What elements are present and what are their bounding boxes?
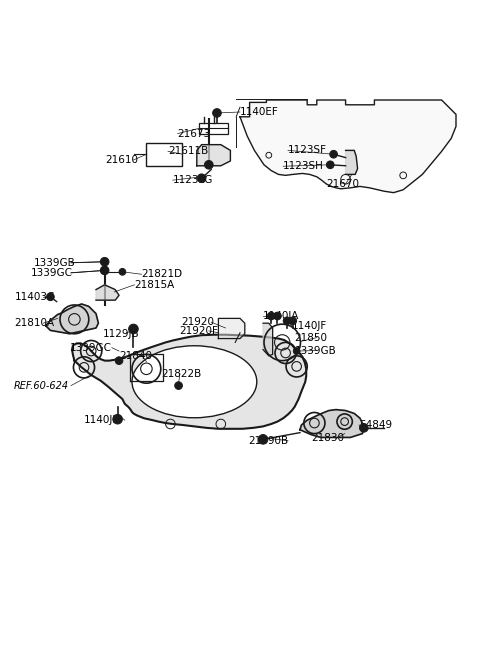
Text: 1123SH: 1123SH bbox=[283, 161, 324, 171]
Ellipse shape bbox=[132, 346, 257, 418]
Text: 1129JB: 1129JB bbox=[103, 329, 140, 338]
Circle shape bbox=[330, 150, 337, 158]
Text: 21815A: 21815A bbox=[134, 280, 175, 290]
Text: 21810A: 21810A bbox=[14, 318, 55, 328]
Circle shape bbox=[289, 317, 297, 325]
Circle shape bbox=[204, 161, 213, 169]
Text: 1339GB: 1339GB bbox=[295, 346, 337, 356]
Polygon shape bbox=[218, 318, 245, 338]
Polygon shape bbox=[72, 335, 306, 429]
Text: 1140JF: 1140JF bbox=[292, 321, 327, 331]
Circle shape bbox=[360, 424, 368, 432]
Text: 1140EF: 1140EF bbox=[240, 107, 279, 117]
Polygon shape bbox=[46, 304, 98, 334]
Text: 21670: 21670 bbox=[326, 179, 360, 189]
Text: 21610: 21610 bbox=[106, 155, 139, 165]
Text: 21822B: 21822B bbox=[161, 369, 201, 379]
Text: 21611B: 21611B bbox=[168, 146, 208, 156]
Text: 21920: 21920 bbox=[181, 318, 215, 327]
Circle shape bbox=[293, 348, 300, 354]
Text: 21840: 21840 bbox=[119, 351, 152, 361]
Polygon shape bbox=[96, 285, 119, 300]
Text: 54849: 54849 bbox=[359, 420, 392, 430]
Text: 1123LG: 1123LG bbox=[173, 175, 213, 185]
Text: 21850: 21850 bbox=[294, 333, 327, 342]
Text: 1339GC: 1339GC bbox=[31, 268, 73, 277]
Text: 21673: 21673 bbox=[178, 129, 211, 138]
Text: 1123SF: 1123SF bbox=[288, 146, 327, 155]
Circle shape bbox=[197, 174, 206, 182]
Text: 21920F: 21920F bbox=[179, 326, 218, 336]
Polygon shape bbox=[346, 150, 358, 174]
Text: REF.60-624: REF.60-624 bbox=[13, 380, 69, 390]
Circle shape bbox=[119, 268, 126, 276]
Polygon shape bbox=[300, 409, 364, 438]
Text: 1140JA: 1140JA bbox=[263, 311, 300, 321]
Bar bbox=[146, 143, 182, 166]
Text: 21890B: 21890B bbox=[249, 436, 289, 446]
Polygon shape bbox=[240, 100, 456, 193]
Text: 1339GC: 1339GC bbox=[70, 342, 111, 353]
Polygon shape bbox=[197, 144, 230, 166]
Circle shape bbox=[129, 324, 138, 334]
Circle shape bbox=[113, 415, 122, 424]
Circle shape bbox=[100, 266, 109, 275]
Circle shape bbox=[326, 161, 334, 169]
Text: 1140JF: 1140JF bbox=[84, 415, 119, 425]
Polygon shape bbox=[263, 323, 273, 356]
Circle shape bbox=[175, 382, 182, 390]
Circle shape bbox=[213, 109, 221, 117]
Bar bbox=[199, 123, 228, 134]
Circle shape bbox=[47, 293, 54, 300]
Circle shape bbox=[267, 312, 275, 320]
Circle shape bbox=[100, 257, 109, 266]
Text: 21830: 21830 bbox=[311, 434, 344, 443]
Circle shape bbox=[274, 312, 281, 320]
Circle shape bbox=[283, 317, 291, 325]
Text: 11403C: 11403C bbox=[14, 292, 55, 302]
Text: 1339GB: 1339GB bbox=[34, 258, 75, 268]
Circle shape bbox=[258, 434, 268, 444]
Text: 21821D: 21821D bbox=[142, 269, 183, 279]
Circle shape bbox=[115, 357, 123, 365]
